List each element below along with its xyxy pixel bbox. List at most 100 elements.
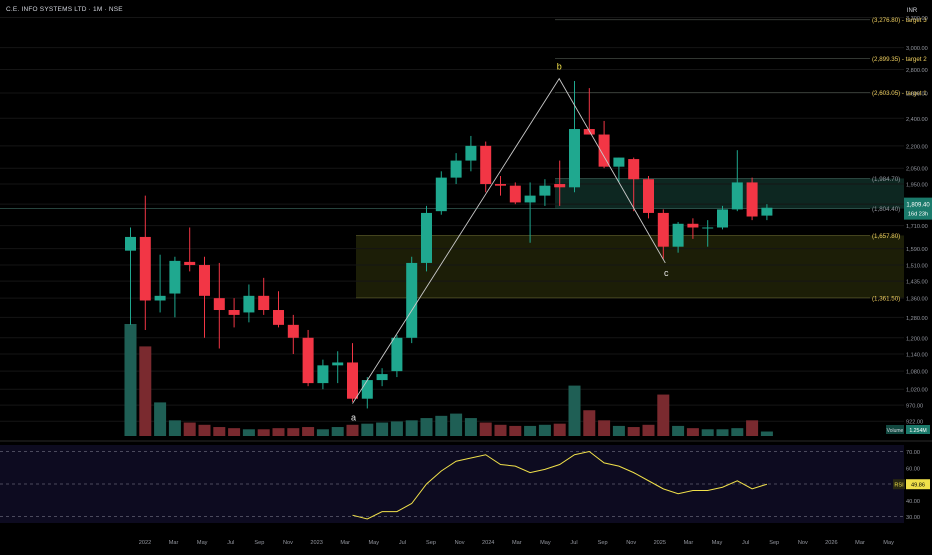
rsi-name-label: RSI	[894, 483, 904, 489]
rsi-name-box	[893, 479, 905, 490]
price-tick-label: 1,280.00	[906, 316, 928, 322]
wave-line	[352, 77, 666, 404]
candle-body[interactable]	[569, 129, 580, 188]
time-axis-label: May	[883, 540, 894, 546]
candle-body[interactable]	[628, 159, 640, 180]
candle-body[interactable]	[450, 160, 462, 178]
wave-label-c: c	[664, 268, 669, 278]
candle-body[interactable]	[169, 260, 181, 294]
candle-body[interactable]	[598, 134, 610, 167]
chart-title: C.E. INFO SYSTEMS LTD · 1M · NSE	[6, 6, 123, 13]
price-tick-label: 1,020.00	[906, 388, 928, 394]
volume-bar	[686, 428, 699, 436]
time-axis-label: Jul	[570, 540, 577, 546]
candle-body[interactable]	[435, 177, 447, 212]
time-axis-label: Mar	[855, 540, 865, 546]
wave-label-b: b	[557, 62, 562, 72]
volume-bar	[198, 424, 211, 436]
price-tick-label: 1,200.00	[906, 336, 928, 342]
candle-body[interactable]	[347, 362, 358, 399]
time-axis-label: Sep	[598, 540, 608, 546]
volume-bar	[183, 422, 196, 436]
candle-body[interactable]	[495, 184, 506, 186]
candle-body[interactable]	[273, 310, 284, 325]
candle-body[interactable]	[184, 261, 196, 266]
volume-value-box	[906, 425, 930, 434]
time-axis-label: May	[712, 540, 723, 546]
volume-bar	[302, 427, 315, 436]
currency-label: INR	[907, 8, 918, 14]
volume-bar	[701, 429, 714, 436]
candle-body[interactable]	[139, 236, 151, 301]
candle-body[interactable]	[672, 223, 684, 247]
candle-body[interactable]	[317, 365, 329, 384]
candle-body[interactable]	[731, 182, 743, 210]
volume-bar	[272, 428, 285, 436]
rsi-line	[352, 450, 768, 520]
candle-body[interactable]	[332, 362, 344, 366]
candle-body[interactable]	[761, 207, 773, 216]
candle-body[interactable]	[746, 182, 758, 217]
upper-zone-box	[555, 178, 904, 209]
candle-body[interactable]	[228, 310, 240, 315]
last-price-countdown: 16d 23h	[908, 212, 928, 218]
volume-bar	[612, 425, 625, 436]
candle-body[interactable]	[687, 223, 699, 228]
price-tick-label: 2,050.00	[906, 167, 928, 173]
candle-body[interactable]	[554, 184, 566, 188]
candle-body[interactable]	[524, 195, 536, 203]
candle-body[interactable]	[361, 380, 373, 399]
candle-body[interactable]	[702, 227, 714, 229]
price-tick-label: 1,080.00	[906, 370, 928, 376]
candle-body[interactable]	[213, 298, 225, 311]
candle-body[interactable]	[406, 262, 418, 338]
candle-body[interactable]	[376, 374, 388, 381]
time-axis-label: May	[540, 540, 551, 546]
volume-bar	[435, 415, 448, 436]
time-axis-label: Jul	[742, 540, 749, 546]
time-axis-label: May	[197, 540, 208, 546]
candle-body[interactable]	[480, 145, 492, 185]
candle-body[interactable]	[302, 337, 314, 384]
candle-body[interactable]	[199, 265, 210, 296]
price-tick-label: 1,950.00	[906, 183, 928, 189]
volume-bar	[168, 420, 181, 436]
candle-body[interactable]	[509, 185, 521, 203]
time-axis-label: Sep	[426, 540, 436, 546]
volume-bar	[316, 429, 329, 436]
price-tick-label: 1,360.00	[906, 297, 928, 303]
level-label: (1,984.70)	[872, 176, 900, 183]
price-tick-label: 2,800.00	[906, 68, 928, 74]
candle-body[interactable]	[421, 212, 432, 263]
candle-body[interactable]	[243, 295, 255, 313]
candle-body[interactable]	[643, 179, 654, 213]
candle-body[interactable]	[539, 185, 551, 196]
candle-body[interactable]	[391, 337, 403, 372]
volume-bar	[228, 428, 241, 436]
candle-body[interactable]	[154, 295, 166, 301]
volume-bar	[524, 425, 537, 436]
candle-body[interactable]	[657, 212, 669, 247]
volume-bar	[746, 420, 759, 436]
price-tick-label: 1,435.00	[906, 280, 928, 286]
rsi-tick-label: 70.00	[906, 450, 920, 456]
candle-body[interactable]	[717, 209, 728, 228]
price-tick-label: 3,300.00	[906, 16, 928, 22]
candle-body[interactable]	[125, 236, 136, 251]
volume-bar	[376, 422, 389, 436]
volume-bar	[479, 422, 492, 436]
volume-bar	[124, 324, 137, 436]
time-axis-label: Sep	[254, 540, 264, 546]
volume-bar	[420, 418, 433, 436]
candle-body[interactable]	[613, 157, 625, 167]
time-axis-label: Nov	[455, 540, 465, 546]
candle-body[interactable]	[465, 145, 477, 161]
candle-body[interactable]	[287, 324, 299, 338]
volume-bar	[213, 427, 226, 436]
candle-body[interactable]	[258, 295, 270, 311]
volume-bar	[509, 425, 522, 436]
volume-bar	[287, 428, 300, 436]
volume-bar	[139, 346, 152, 436]
